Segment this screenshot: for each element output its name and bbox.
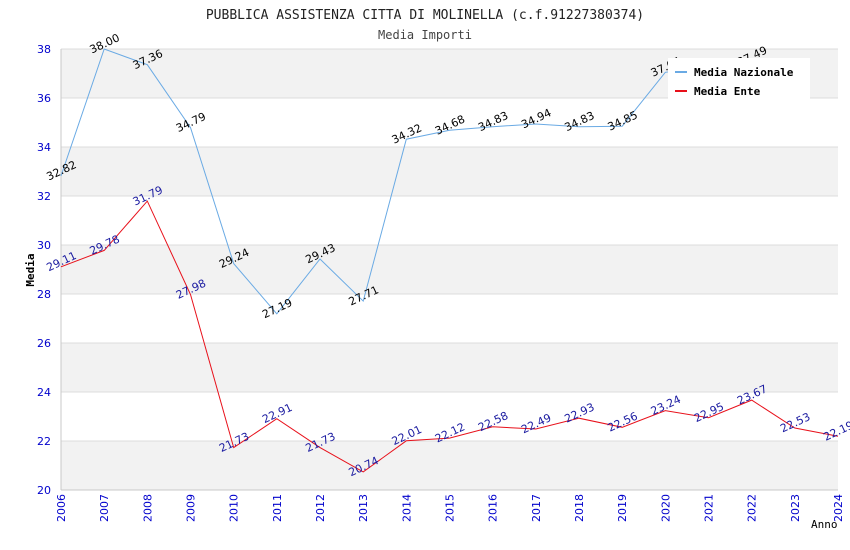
y-tick-label: 38 [37,43,51,56]
x-tick-label: 2011 [271,494,284,522]
y-axis-title: Media [24,253,37,286]
x-tick-label: 2023 [789,494,802,522]
legend-label-ente: Media Ente [694,85,761,98]
series-lines [60,48,839,473]
x-tick-label: 2008 [141,494,154,522]
band [61,147,838,196]
x-tick-label: 2009 [185,494,198,522]
gridlines [61,48,838,491]
x-tick-label: 2020 [659,494,672,522]
y-tick-label: 20 [37,484,51,497]
data-label-ente: 22.49 [519,411,553,436]
data-label-nazionale: 34.94 [519,106,553,131]
x-tick-label: 2024 [832,494,845,522]
data-label-nazionale: 34.68 [433,113,467,138]
x-tick-label: 2012 [314,494,327,522]
x-tick-label: 2022 [746,494,759,522]
data-label-nazionale: 34.83 [476,109,510,134]
x-tick-label: 2006 [55,494,68,522]
x-tick-label: 2013 [357,494,370,522]
x-tick-label: 2019 [616,494,629,522]
y-tick-label: 30 [37,239,51,252]
series-line-nazionale [60,48,752,315]
legend-background [668,58,810,102]
data-label-nazionale: 34.32 [390,121,424,146]
band [61,245,838,294]
data-label-ente: 22.58 [476,409,510,434]
chart-title: PUBBLICA ASSISTENZA CITTA DI MOLINELLA (… [206,8,644,23]
band [61,343,838,392]
y-tick-label: 34 [37,141,51,154]
x-tick-label: 2021 [703,494,716,522]
y-tick-label: 36 [37,92,51,105]
chart-subtitle: Media Importi [378,28,472,42]
legend: Media Nazionale Media Ente [668,58,810,102]
y-tick-label: 32 [37,190,51,203]
y-tick-label: 26 [37,337,51,350]
x-tick-label: 2015 [444,494,457,522]
x-tick-label: 2010 [228,494,241,522]
legend-label-nazionale: Media Nazionale [694,66,794,79]
data-label-ente: 22.56 [606,410,640,435]
data-label-ente: 22.53 [778,410,812,435]
data-label-nazionale: 34.79 [174,110,208,135]
data-label-nazionale: 34.85 [606,108,640,133]
data-label-ente: 22.93 [562,400,596,425]
data-label-ente: 22.95 [692,400,726,425]
x-tick-label: 2018 [573,494,586,522]
x-axis-title: Anno [811,518,838,531]
x-tick-label: 2014 [400,494,413,522]
x-tick-label: 2017 [530,494,543,522]
x-tick-labels: 2006 2007 2008 2009 2010 2011 2012 2013 2014 2015… [55,494,845,522]
y-tick-label: 24 [37,386,51,399]
band [61,441,838,490]
data-label-ente: 22.19 [821,419,850,444]
data-label-nazionale: 34.83 [562,109,596,134]
series-line-ente [60,200,839,473]
y-tick-label: 22 [37,435,51,448]
data-label-ente: 23.24 [649,393,683,418]
y-tick-labels: 20 22 24 26 28 30 32 34 36 38 [37,43,51,497]
data-label-ente: 22.91 [260,401,294,426]
y-tick-label: 28 [37,288,51,301]
x-tick-label: 2016 [487,494,500,522]
x-tick-label: 2007 [98,494,111,522]
background-bands [61,49,838,490]
